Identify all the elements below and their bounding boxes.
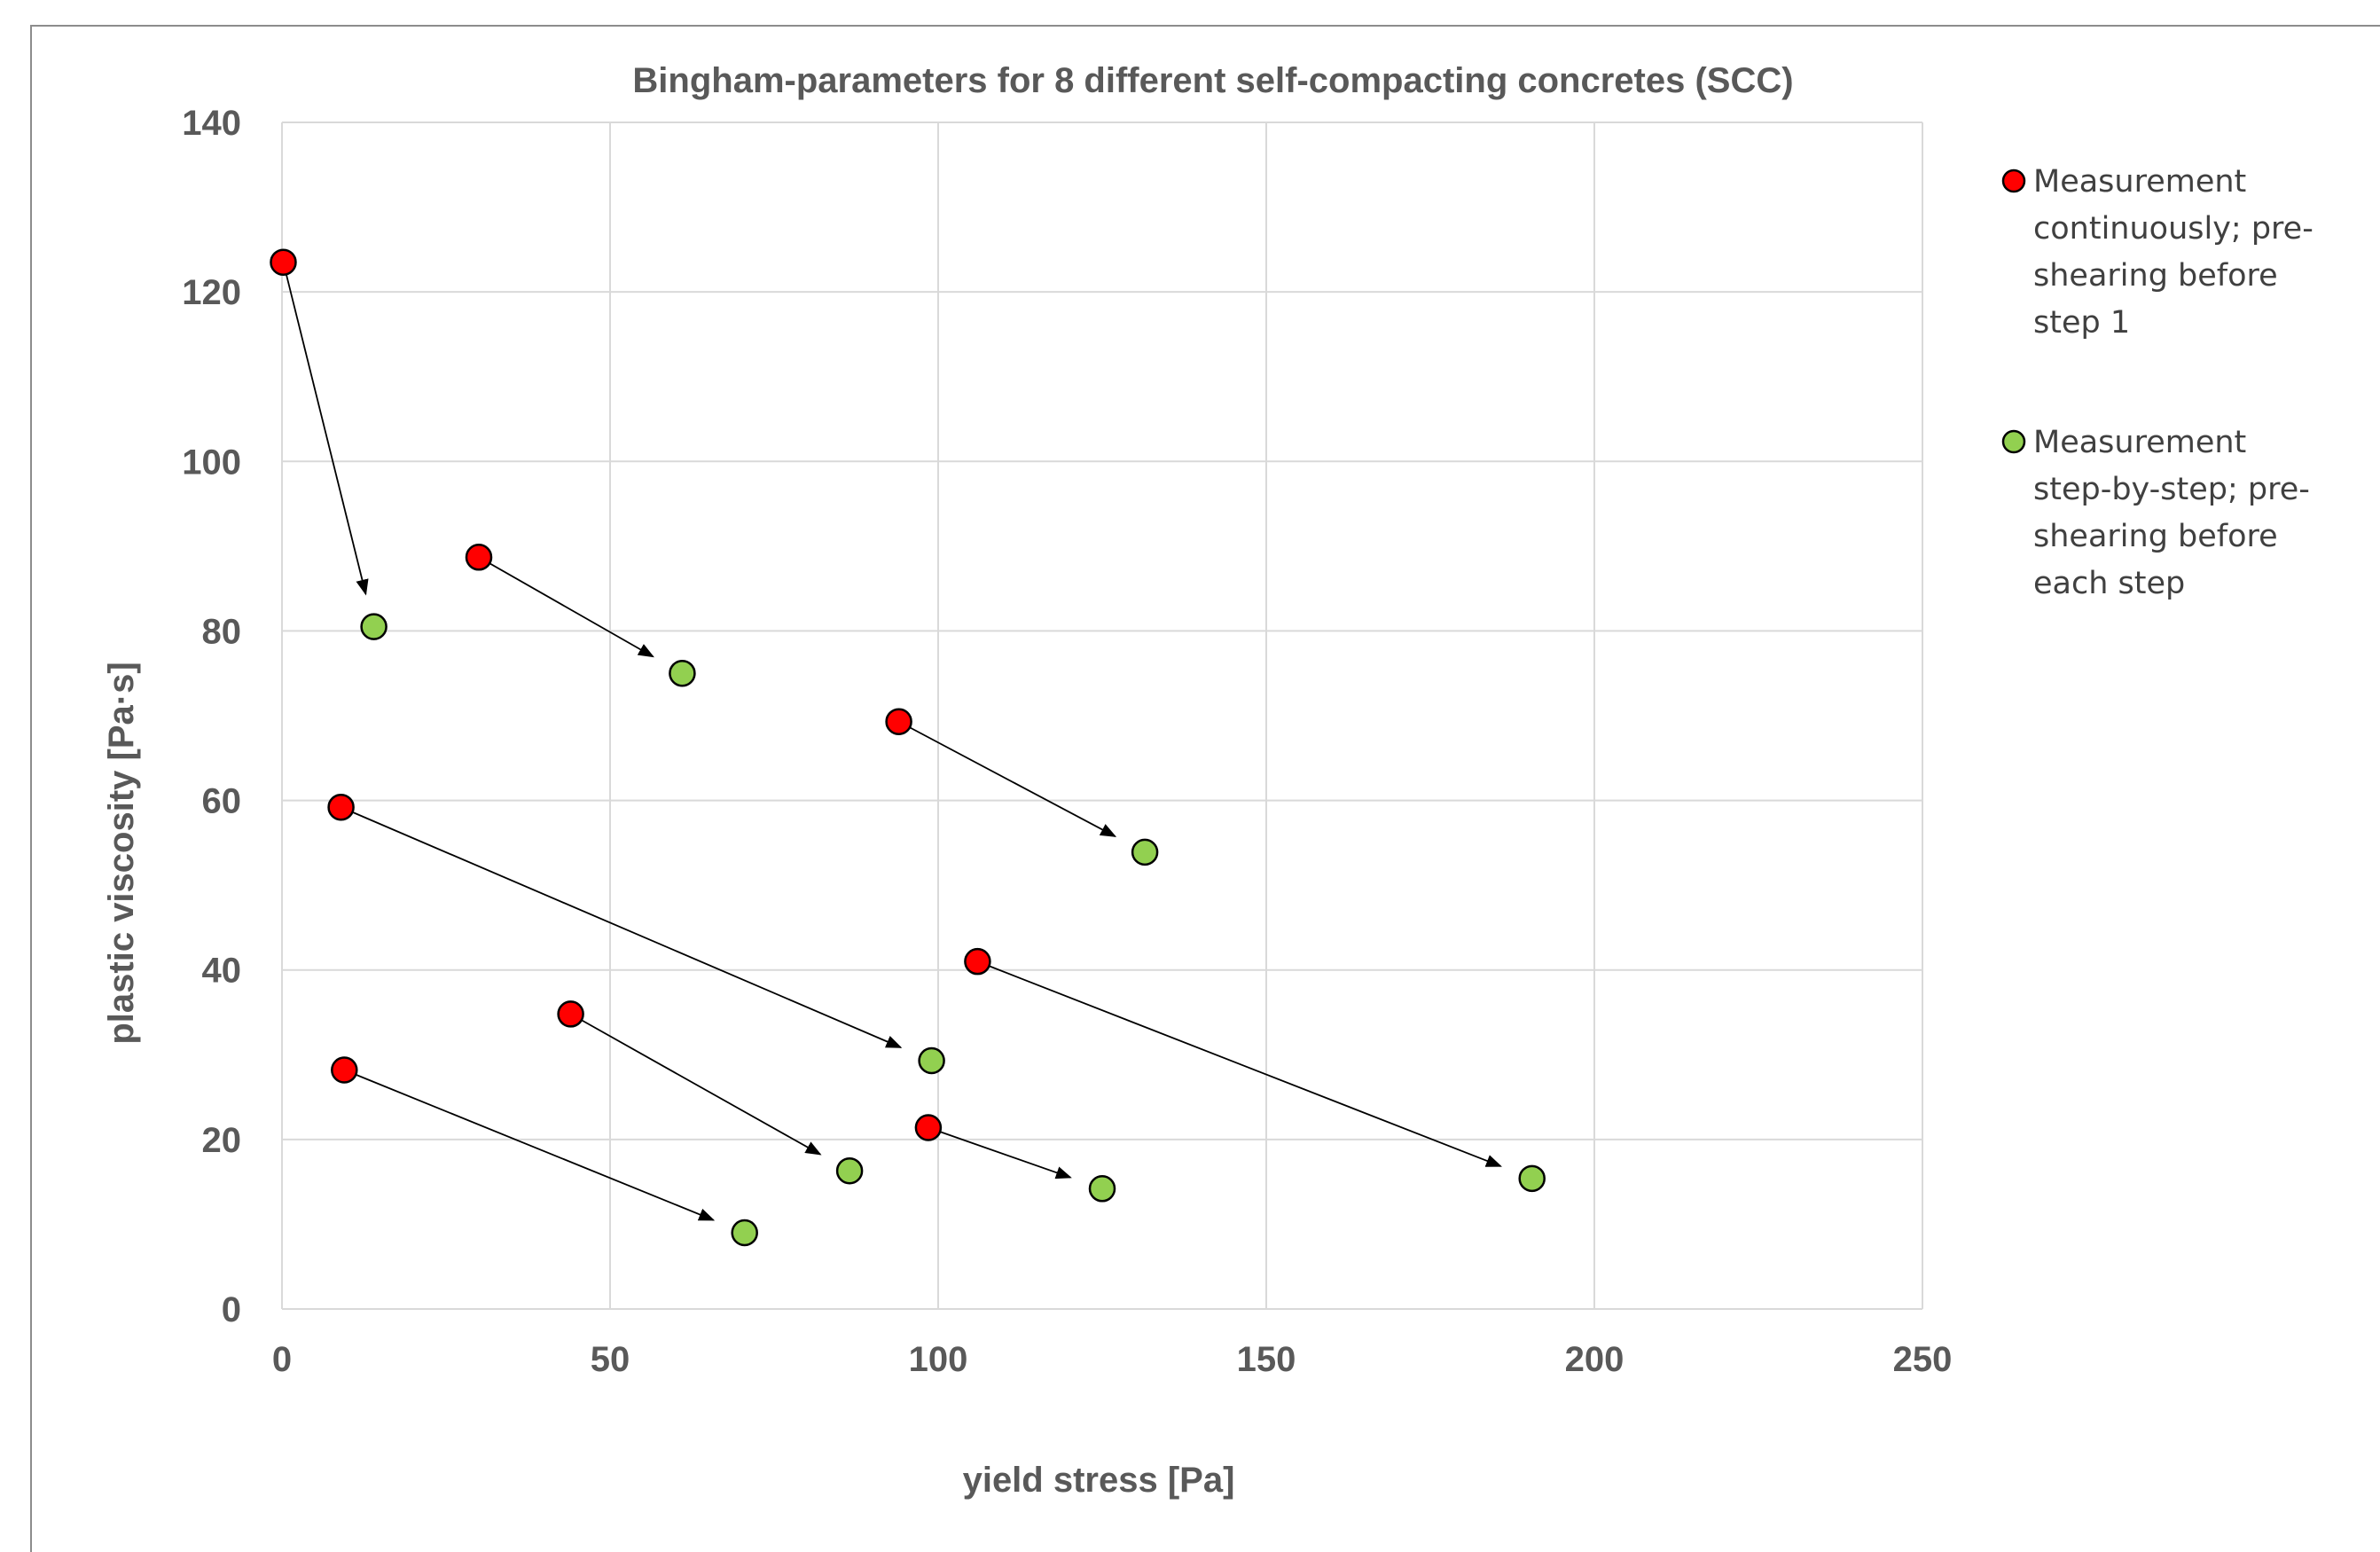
green-data-point — [1131, 838, 1159, 866]
red-data-point — [465, 544, 493, 571]
red-data-point — [964, 947, 991, 976]
y-tick-label: 60 — [202, 782, 242, 821]
arrow — [285, 274, 369, 596]
red-data-point — [270, 248, 297, 276]
arrow — [989, 965, 1502, 1167]
x-tick-label: 200 — [1565, 1340, 1625, 1379]
y-tick-label: 0 — [222, 1290, 241, 1329]
arrow — [352, 811, 903, 1048]
red-data-point — [885, 708, 912, 735]
y-tick-label: 80 — [202, 612, 242, 651]
red-data-point — [327, 793, 355, 821]
y-tick-label: 20 — [202, 1121, 242, 1160]
points-layer — [270, 248, 1546, 1247]
legend-marker — [2001, 169, 2026, 193]
x-tick-label: 100 — [909, 1340, 968, 1379]
green-data-point — [918, 1046, 945, 1075]
green-data-point — [669, 659, 696, 687]
y-axis-title: plastic viscosity [Pa·s] — [102, 662, 141, 1044]
x-axis-ticks: 0 50 100 150 200 250 — [272, 1340, 1953, 1379]
green-data-point — [731, 1219, 758, 1247]
y-tick-label: 140 — [182, 104, 241, 143]
green-data-point — [360, 613, 388, 640]
legend-label-line: continuously; pre- — [2033, 211, 2313, 247]
legend-label-line: Measurement — [2033, 164, 2246, 200]
legend-label-line: step 1 — [2033, 305, 2130, 341]
arrow — [909, 726, 1117, 837]
green-data-point — [835, 1156, 864, 1185]
green-data-point — [1088, 1175, 1116, 1203]
y-tick-label: 40 — [202, 952, 242, 991]
legend: Measurement continuously; pre-shearing be… — [2001, 164, 2313, 601]
arrow — [489, 562, 654, 658]
red-data-point — [331, 1056, 358, 1084]
chart-frame — [30, 25, 2380, 1552]
arrow — [939, 1131, 1072, 1180]
arrow — [581, 1019, 822, 1156]
legend-label-line: shearing before — [2033, 258, 2278, 294]
x-tick-label: 150 — [1237, 1340, 1296, 1379]
red-data-point — [914, 1114, 943, 1141]
green-data-point — [1518, 1164, 1546, 1193]
legend-label-line: each step — [2033, 566, 2185, 601]
x-tick-label: 250 — [1893, 1340, 1953, 1379]
arrows-layer — [285, 274, 1502, 1221]
legend-label-line: shearing before — [2033, 519, 2278, 554]
y-axis-ticks: 0 20 40 60 80 100 120 140 — [182, 104, 241, 1329]
grid — [281, 121, 1923, 1310]
x-tick-label: 50 — [591, 1340, 630, 1379]
red-data-point — [557, 1000, 584, 1028]
legend-marker — [2001, 429, 2026, 454]
legend-label-line: Measurement — [2033, 425, 2246, 460]
y-tick-label: 120 — [182, 273, 241, 312]
x-axis-title: yield stress [Pa] — [963, 1461, 1235, 1500]
chart-title: Bingham-parameters for 8 different self-… — [632, 61, 1793, 100]
x-tick-label: 0 — [272, 1340, 292, 1379]
legend-label-line: step-by-step; pre- — [2033, 472, 2310, 507]
arrow — [355, 1073, 716, 1221]
y-tick-label: 100 — [182, 443, 241, 482]
